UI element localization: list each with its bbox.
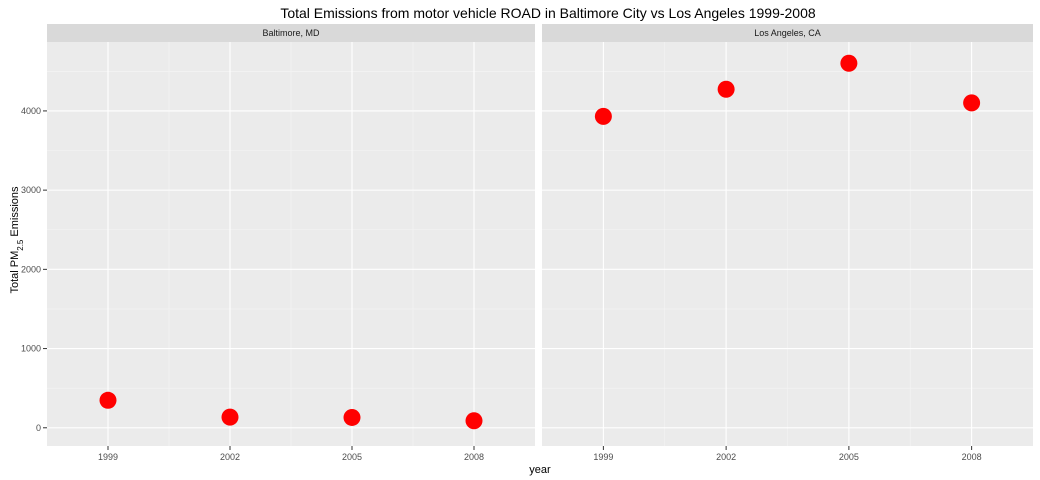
facet-panel: Los Angeles, CA 1999 2002 2005 2008 <box>542 24 1033 462</box>
y-axis-title: Total PM2.5 Emissions <box>9 186 25 294</box>
x-axis-title: year <box>529 464 551 476</box>
y-tick-label: 1000 <box>21 344 41 354</box>
data-point <box>594 107 612 125</box>
data-point <box>963 94 981 112</box>
data-point <box>840 54 858 72</box>
facet-strip <box>542 24 1033 42</box>
y-tick-label: 0 <box>36 423 41 433</box>
y-axis-title-suffix: Emissions <box>9 186 21 240</box>
chart-title: Total Emissions from motor vehicle ROAD … <box>280 5 816 21</box>
data-point <box>717 80 735 98</box>
y-axis: 0 1000 2000 3000 4000 <box>21 106 47 433</box>
y-axis-title-subscript: 2.5 <box>16 239 25 251</box>
y-tick-label: 3000 <box>21 185 41 195</box>
facet-strip-label: Los Angeles, CA <box>754 28 821 38</box>
data-point <box>343 408 361 426</box>
x-tick-label: 2005 <box>839 452 859 462</box>
facet-strip <box>47 24 535 42</box>
data-point <box>99 391 117 409</box>
x-tick-label: 2002 <box>220 452 240 462</box>
y-tick-label: 2000 <box>21 264 41 274</box>
facet-panel: Baltimore, MD 1999 2002 2005 2008 <box>47 24 535 462</box>
data-point <box>221 408 239 426</box>
y-axis-title-prefix: Total PM <box>9 251 21 294</box>
data-point <box>465 412 483 430</box>
x-tick-label: 2008 <box>464 452 484 462</box>
y-tick-label: 4000 <box>21 106 41 116</box>
x-tick-label: 2005 <box>342 452 362 462</box>
facet-strip-label: Baltimore, MD <box>262 28 320 38</box>
x-tick-label: 1999 <box>98 452 118 462</box>
x-tick-label: 1999 <box>593 452 613 462</box>
x-tick-label: 2002 <box>716 452 736 462</box>
x-tick-label: 2008 <box>962 452 982 462</box>
